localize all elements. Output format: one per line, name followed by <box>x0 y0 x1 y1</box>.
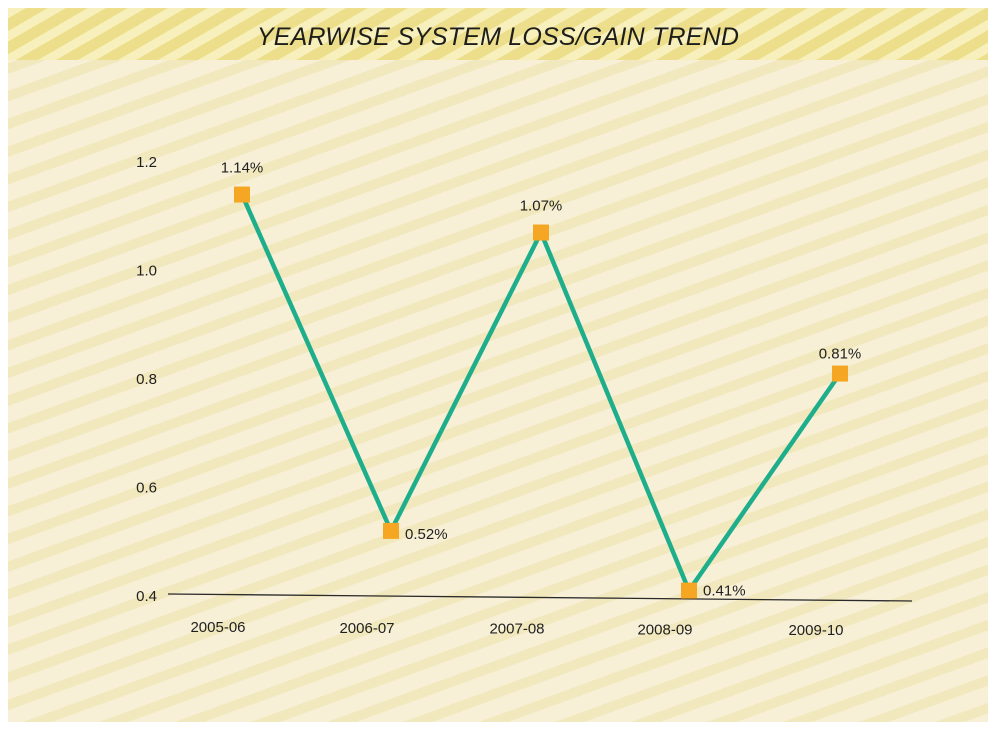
x-tick-label: 2009-10 <box>788 622 843 639</box>
y-tick-label: 0.8 <box>136 371 157 388</box>
title-band: YEARWISE SYSTEM LOSS/GAIN TREND <box>8 8 988 60</box>
x-axis-line <box>167 593 913 602</box>
x-tick-label: 2008-09 <box>637 621 692 638</box>
series-line <box>239 193 842 596</box>
x-tick-label: 2006-07 <box>339 620 394 637</box>
chart-title: YEARWISE SYSTEM LOSS/GAIN TREND <box>256 22 740 51</box>
y-tick-label: 1.0 <box>136 263 157 280</box>
data-label: 0.41% <box>703 583 746 600</box>
y-tick-label: 1.2 <box>136 154 157 171</box>
data-label: 1.14% <box>221 160 264 177</box>
y-tick-label: 0.6 <box>136 480 157 497</box>
data-point-marker <box>383 522 399 539</box>
x-tick-label: 2005-06 <box>190 619 245 636</box>
y-tick-label: 0.4 <box>136 588 157 605</box>
chart-frame: YEARWISE SYSTEM LOSS/GAIN TREND <box>8 8 988 722</box>
x-tick-label: 2007-08 <box>489 621 544 638</box>
data-label: 0.52% <box>405 526 448 543</box>
data-point-marker <box>681 582 697 599</box>
data-point-marker <box>533 224 549 241</box>
data-label: 0.81% <box>819 346 862 363</box>
data-point-marker <box>234 186 250 203</box>
data-point-marker <box>832 365 848 382</box>
data-label: 1.07% <box>520 198 563 215</box>
